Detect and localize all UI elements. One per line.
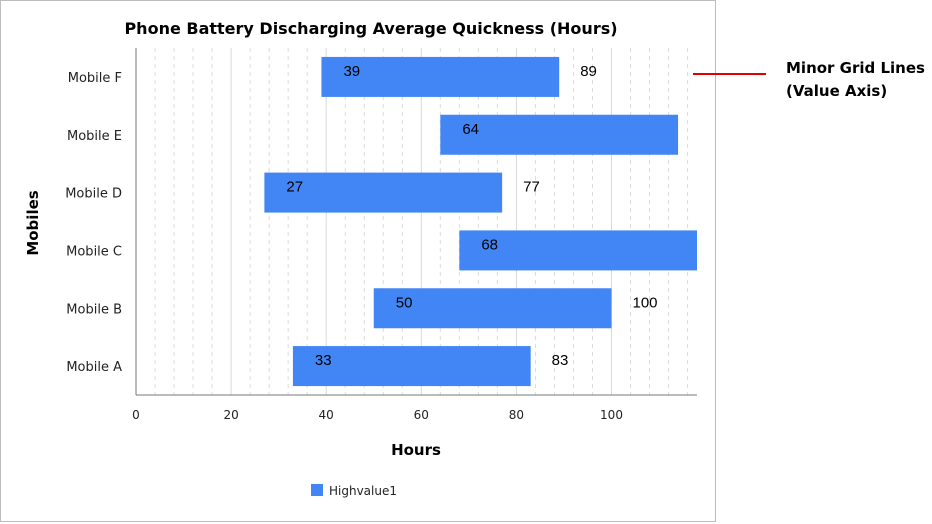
x-tick-labels: 0 20 40 60 80 100	[132, 408, 623, 422]
category-label: Mobile F	[68, 71, 122, 86]
legend-label: Highvalue1	[329, 484, 397, 498]
category-label: Mobile B	[66, 302, 122, 317]
data-labels: 33 83 50 100 68 27 77 64 39 89	[286, 63, 657, 369]
bar-mobile-d[interactable]	[264, 172, 503, 213]
data-label-high: 77	[523, 179, 540, 196]
annotation-minor-grid: Minor Grid Lines (Value Axis)	[693, 59, 925, 100]
category-label: Mobile A	[66, 360, 122, 375]
category-label: Mobile E	[67, 129, 122, 144]
minor-grid	[154, 48, 689, 395]
bars	[264, 56, 697, 387]
category-label: Mobile C	[66, 244, 122, 259]
data-label-low: 39	[343, 63, 360, 80]
y-axis-title: Mobiles	[24, 190, 42, 255]
x-tick-label: 80	[509, 408, 524, 422]
annotation-text-line2: (Value Axis)	[786, 82, 887, 100]
x-axis-title: Hours	[391, 441, 441, 459]
data-label-low: 64	[462, 121, 479, 138]
data-label-low: 33	[315, 352, 332, 369]
legend[interactable]: Highvalue1	[311, 484, 397, 498]
x-tick-label: 20	[223, 408, 238, 422]
bar-mobile-c[interactable]	[459, 230, 697, 271]
chart-title: Phone Battery Discharging Average Quickn…	[124, 19, 617, 38]
category-label: Mobile D	[65, 187, 122, 202]
x-tick-label: 60	[414, 408, 429, 422]
bar-mobile-e[interactable]	[440, 114, 679, 155]
bar-mobile-b[interactable]	[373, 288, 612, 329]
data-label-low: 50	[396, 294, 413, 311]
data-label-low: 68	[481, 236, 498, 253]
category-labels: Mobile A Mobile B Mobile C Mobile D Mobile E…	[65, 71, 122, 375]
x-tick-label: 100	[600, 408, 623, 422]
data-label-high: 100	[633, 294, 658, 311]
legend-swatch	[311, 484, 323, 496]
annotation-text-line1: Minor Grid Lines	[786, 59, 925, 77]
bar-mobile-a[interactable]	[292, 346, 531, 387]
x-tick-label: 40	[319, 408, 334, 422]
data-label-high: 83	[552, 352, 569, 369]
major-grid	[230, 48, 612, 395]
x-tick-label: 0	[132, 408, 140, 422]
data-label-low: 27	[286, 179, 303, 196]
data-label-high: 89	[580, 63, 597, 80]
bar-mobile-f[interactable]	[321, 56, 560, 97]
